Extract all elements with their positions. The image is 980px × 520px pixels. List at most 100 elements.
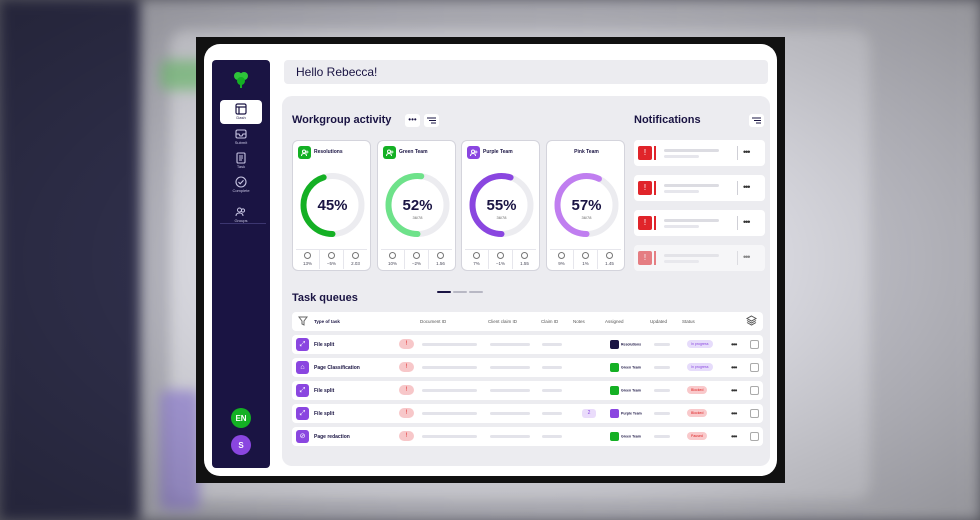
team-icon bbox=[610, 386, 619, 395]
dashboard-icon bbox=[235, 103, 247, 115]
progress-ring-fill bbox=[385, 173, 450, 237]
sidebar-item-task[interactable]: Task bbox=[220, 152, 262, 176]
stat-icon bbox=[582, 252, 589, 259]
assigned-team[interactable]: Resolutions bbox=[610, 340, 641, 349]
status-badge: In progress bbox=[687, 340, 713, 348]
column-header[interactable]: Type of task bbox=[314, 319, 340, 324]
card-stats: 9% 1% 1.45 bbox=[550, 249, 621, 269]
stat-icon bbox=[352, 252, 359, 259]
progress-ring: 55% 36/78 bbox=[469, 173, 534, 237]
more-icon[interactable]: ••• bbox=[743, 147, 751, 157]
workgroup-card[interactable]: Resolutions 45% 13% −5% 2.03 bbox=[292, 140, 371, 271]
stat-icon bbox=[413, 252, 420, 259]
stat-icon bbox=[521, 252, 528, 259]
workgroup-card[interactable]: Green Team 52% 36/78 10% −2% 1.56 bbox=[377, 140, 456, 271]
more-icon[interactable]: ••• bbox=[743, 217, 751, 227]
assigned-team[interactable]: Purple Team bbox=[610, 409, 642, 418]
sidebar-item-submit[interactable]: Submit bbox=[220, 128, 262, 152]
column-header[interactable]: Document ID bbox=[420, 319, 447, 324]
inbox-icon bbox=[235, 129, 247, 139]
row-checkbox[interactable] bbox=[750, 386, 759, 395]
alert-icon: ! bbox=[638, 251, 652, 265]
card-stat: 1% bbox=[574, 250, 598, 269]
card-stat: 10% bbox=[381, 250, 405, 269]
row-checkbox[interactable] bbox=[750, 340, 759, 349]
task-name: File split bbox=[314, 342, 335, 348]
sidebar-item-complete[interactable]: Complete bbox=[220, 176, 262, 200]
workgroup-more-button[interactable]: ••• bbox=[405, 114, 420, 127]
row-checkbox[interactable] bbox=[750, 432, 759, 441]
column-header[interactable]: Assigned bbox=[605, 319, 624, 324]
table-row[interactable]: ⊘ Page redaction ! Green Team Paused ••• bbox=[292, 427, 763, 446]
workgroup-title: Workgroup activity bbox=[292, 114, 392, 126]
task-queues-title: Task queues bbox=[292, 292, 358, 304]
notification-item[interactable]: ! ••• bbox=[634, 175, 765, 201]
card-stats: 10% −2% 1.56 bbox=[381, 249, 452, 269]
layers-icon[interactable] bbox=[746, 315, 757, 326]
card-stat: −2% bbox=[405, 250, 429, 269]
workgroup-card[interactable]: Purple Team 55% 36/78 7% −1% 1.55 bbox=[461, 140, 540, 271]
progress-ring: 52% 36/78 bbox=[385, 173, 450, 237]
task-name: File split bbox=[314, 388, 335, 394]
assigned-team[interactable]: Green Team bbox=[610, 432, 641, 441]
language-button[interactable]: EN bbox=[231, 408, 251, 428]
more-icon[interactable]: ••• bbox=[731, 363, 737, 372]
more-icon[interactable]: ••• bbox=[731, 386, 737, 395]
stat-icon bbox=[497, 252, 504, 259]
card-stat: 1.55 bbox=[513, 250, 536, 269]
more-icon[interactable]: ••• bbox=[731, 340, 737, 349]
workgroup-card[interactable]: Pink Team 57% 36/78 9% 1% 1.45 bbox=[546, 140, 625, 271]
device-frame: Dash Submit Task Complete Groups EN S bbox=[196, 37, 785, 483]
card-stat: 13% bbox=[296, 250, 320, 269]
team-icon bbox=[610, 409, 619, 418]
table-row[interactable]: ⤢ File split ! Resolutions In progress •… bbox=[292, 335, 763, 354]
sidebar-item-groups[interactable]: Groups bbox=[220, 206, 262, 230]
avatar[interactable]: S bbox=[231, 435, 251, 455]
table-row[interactable]: ⌂ Page Classification ! Green Team In pr… bbox=[292, 358, 763, 377]
document-icon bbox=[236, 152, 246, 164]
row-checkbox[interactable] bbox=[750, 409, 759, 418]
crop-icon: ⤢ bbox=[296, 384, 309, 397]
sidebar-item-label: Groups bbox=[234, 218, 248, 223]
stat-icon bbox=[328, 252, 335, 259]
more-icon[interactable]: ••• bbox=[731, 409, 737, 418]
card-stat: 1.45 bbox=[598, 250, 621, 269]
notifications-filter-button[interactable] bbox=[749, 114, 764, 127]
logo-icon bbox=[234, 72, 248, 88]
progress-ring-fill bbox=[554, 173, 619, 237]
filter-lines-icon bbox=[427, 117, 436, 124]
workgroup-filter-button[interactable] bbox=[424, 114, 439, 127]
stat-icon bbox=[558, 252, 565, 259]
table-row[interactable]: ⤢ File split ! 2 Purple Team Blocked ••• bbox=[292, 404, 763, 423]
column-header[interactable]: Notes bbox=[573, 319, 585, 324]
notification-item[interactable]: ! ••• bbox=[634, 210, 765, 236]
progress-percent: 55% bbox=[486, 197, 516, 214]
notes-badge[interactable]: 2 bbox=[582, 409, 596, 418]
more-icon[interactable]: ••• bbox=[743, 252, 751, 262]
more-icon[interactable]: ••• bbox=[743, 182, 751, 192]
notification-item[interactable]: ! ••• bbox=[634, 140, 765, 166]
sidebar-divider bbox=[220, 223, 266, 224]
row-checkbox[interactable] bbox=[750, 363, 759, 372]
notification-item[interactable]: ! ••• bbox=[634, 245, 765, 271]
task-name: Page Classification bbox=[314, 365, 360, 371]
progress-percent: 45% bbox=[317, 197, 347, 214]
carousel-pagination[interactable] bbox=[437, 280, 485, 298]
column-header[interactable]: Updated bbox=[650, 319, 668, 324]
assigned-team[interactable]: Green Team bbox=[610, 363, 641, 372]
sidebar-item-label: Submit bbox=[234, 140, 248, 145]
table-row[interactable]: ⤢ File split ! Green Team Blocked ••• bbox=[292, 381, 763, 400]
card-stat: −5% bbox=[320, 250, 344, 269]
more-icon[interactable]: ••• bbox=[731, 432, 737, 441]
column-header[interactable]: Status bbox=[682, 319, 695, 324]
sidebar-item-dash[interactable]: Dash bbox=[220, 100, 262, 124]
dashboard-panel: Workgroup activity ••• Resolutions 45% 1… bbox=[282, 96, 770, 466]
status-badge: In progress bbox=[687, 363, 713, 371]
filter-icon[interactable] bbox=[298, 316, 308, 326]
column-header[interactable]: Claim ID bbox=[541, 319, 559, 324]
task-name: Page redaction bbox=[314, 434, 350, 440]
card-stat: 1.56 bbox=[429, 250, 452, 269]
assigned-team[interactable]: Green Team bbox=[610, 386, 641, 395]
progress-ring-fill bbox=[469, 173, 534, 237]
column-header[interactable]: Client claim ID bbox=[488, 319, 518, 324]
